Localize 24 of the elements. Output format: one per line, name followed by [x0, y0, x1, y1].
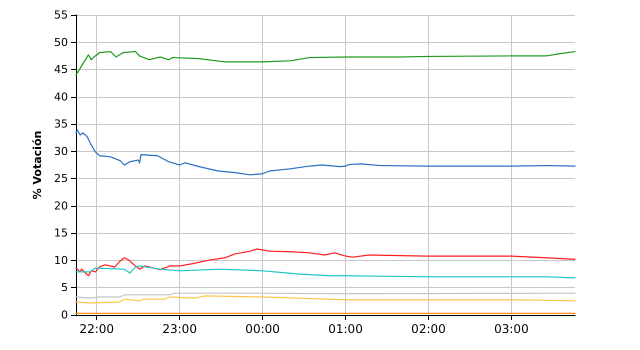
x-tick-label: 03:00 [494, 322, 529, 336]
y-tick-label: 15 [54, 226, 68, 240]
y-tick-label: 50 [54, 36, 68, 49]
line-series [75, 248, 576, 276]
y-tick-label: 55 [54, 8, 68, 22]
line-series [75, 129, 576, 176]
x-tick-label: 02:00 [411, 322, 446, 336]
y-tick-label: 30 [54, 144, 68, 158]
x-tick-label: 00:00 [245, 322, 280, 336]
line-series [75, 50, 576, 76]
y-tick-label: 25 [54, 172, 68, 186]
x-tick-label: 23:00 [162, 322, 197, 336]
y-tick-label: 35 [54, 118, 68, 131]
x-tick-label: 22:00 [79, 322, 114, 336]
y-tick-label: 20 [54, 199, 68, 212]
y-tick-label: 0 [61, 308, 68, 322]
line-series [75, 295, 576, 304]
y-tick-label: 40 [54, 90, 68, 104]
y-tick-label: 45 [54, 63, 68, 76]
line-series [75, 265, 576, 279]
y-tick-label: 5 [61, 281, 68, 294]
y-tick-label: 10 [54, 254, 68, 267]
x-tick-label: 01:00 [328, 322, 363, 336]
y-axis-title: % Votación [31, 130, 44, 200]
